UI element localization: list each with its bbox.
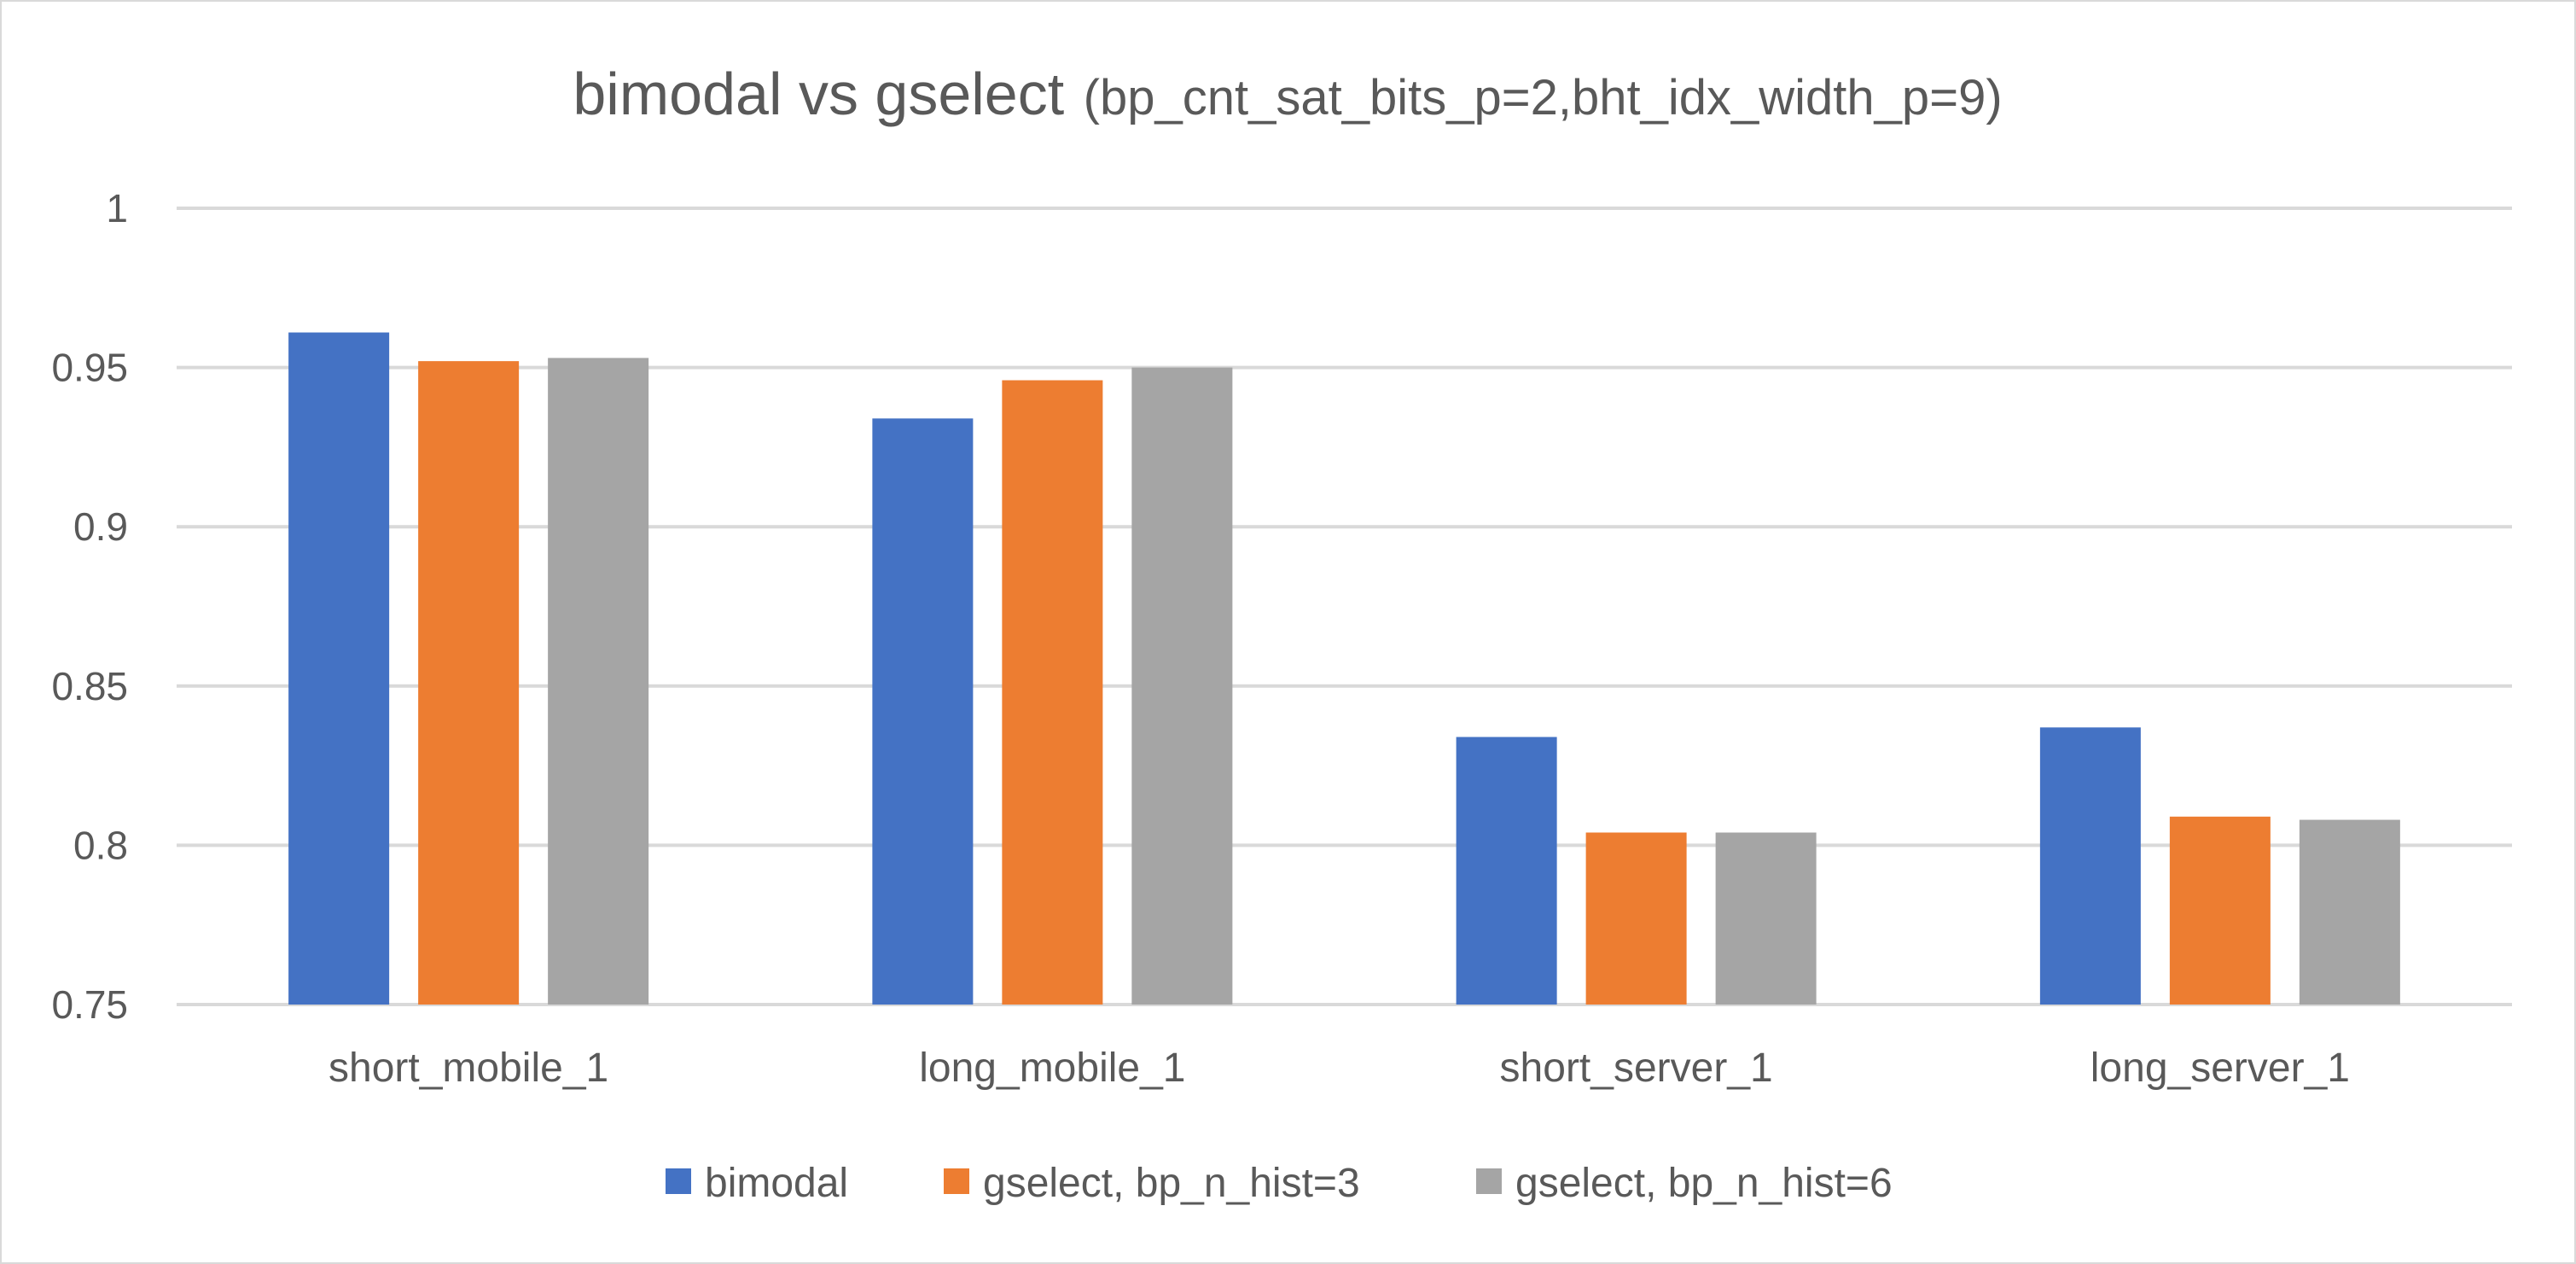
y-tick-label: 0.8 — [73, 823, 128, 867]
gridlines — [177, 207, 2512, 1006]
bar-short_mobile_1-series-1 — [418, 361, 520, 1005]
chart-title: bimodal vs gselect (bp_cnt_sat_bits_p=2,… — [573, 61, 2002, 127]
y-axis-tick-labels: 0.75 0.8 0.85 0.9 0.95 1 — [51, 186, 128, 1027]
bar-long_server_1-series-0 — [2039, 727, 2141, 1005]
x-category-label: long_server_1 — [2090, 1046, 2350, 1091]
bar-long_server_1-series-1 — [2169, 816, 2271, 1005]
y-tick-label: 0.85 — [51, 664, 128, 708]
y-tick-label: 0.75 — [51, 982, 128, 1027]
legend-swatch — [666, 1168, 691, 1194]
bar-short_mobile_1-series-2 — [548, 358, 649, 1005]
chart-title-subtitle: (bp_cnt_sat_bits_p=2,bht_idx_width_p=9) — [1084, 70, 2003, 125]
bar-short_server_1-series-0 — [1456, 737, 1557, 1005]
legend-label: gselect, bp_n_hist=3 — [983, 1161, 1360, 1206]
bar-long_mobile_1-series-0 — [872, 418, 974, 1005]
legend-label: gselect, bp_n_hist=6 — [1515, 1161, 1893, 1206]
x-category-label: short_mobile_1 — [329, 1046, 608, 1091]
x-axis-category-labels: short_mobile_1 long_mobile_1 short_server_… — [329, 1046, 2350, 1091]
y-tick-label: 1 — [106, 186, 128, 230]
bar-long_mobile_1-series-1 — [1002, 380, 1103, 1005]
legend-label: bimodal — [705, 1161, 848, 1206]
bar-long_server_1-series-2 — [2299, 819, 2400, 1005]
bar-long_mobile_1-series-2 — [1131, 367, 1233, 1005]
legend-swatch — [944, 1168, 969, 1194]
legend-swatch — [1476, 1168, 1502, 1194]
bar-short_server_1-series-1 — [1585, 832, 1687, 1005]
chart-title-main: bimodal vs gselect — [573, 61, 1064, 127]
y-tick-label: 0.9 — [73, 504, 128, 549]
bars — [288, 332, 2400, 1005]
legend: bimodal gselect, bp_n_hist=3 gselect, bp_n… — [666, 1161, 1893, 1206]
bar-short_mobile_1-series-0 — [288, 332, 390, 1005]
y-tick-label: 0.95 — [51, 346, 128, 390]
bar-short_server_1-series-2 — [1715, 832, 1817, 1005]
x-category-label: long_mobile_1 — [919, 1046, 1185, 1091]
x-category-label: short_server_1 — [1500, 1046, 1773, 1091]
